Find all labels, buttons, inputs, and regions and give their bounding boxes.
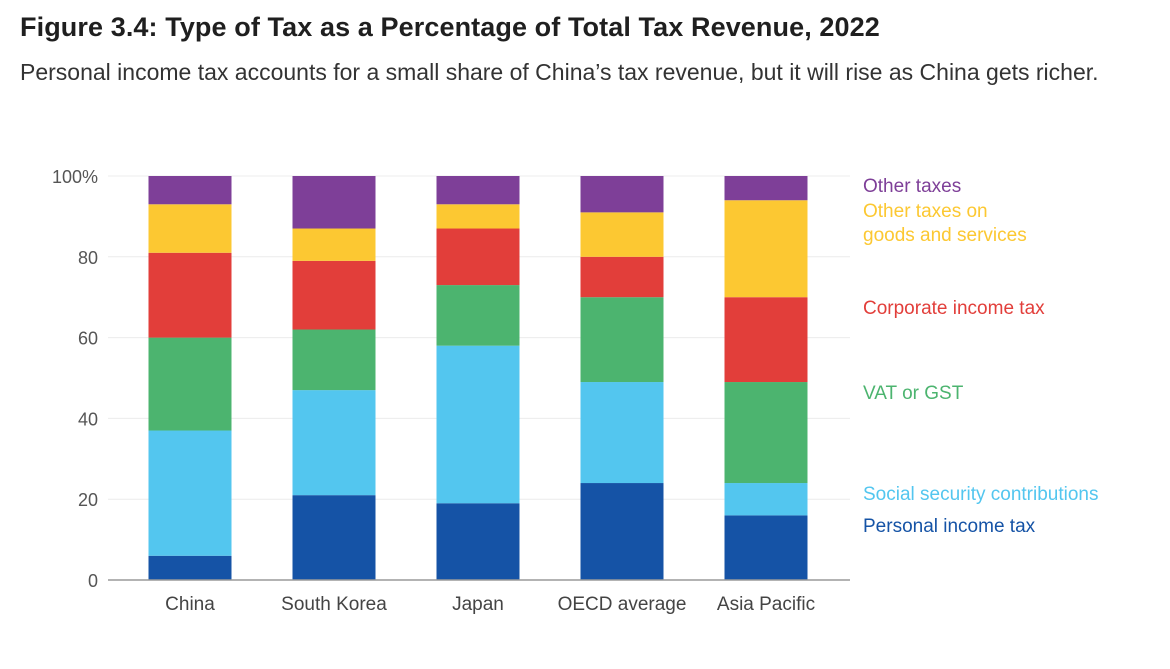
bar-segment-4-5 [724,176,808,201]
bar-segment-3-3 [580,256,664,298]
legend-label-4-1: goods and services [863,225,1027,246]
legend-label-2-0: VAT or GST [863,383,964,404]
y-tick-label-0: 0 [88,571,98,591]
chart-subtitle: Personal income tax accounts for a small… [20,59,1099,85]
bar-segment-0-3 [148,252,232,338]
y-tick-label-40: 40 [78,409,98,429]
bar-segment-3-4 [580,212,664,257]
y-tick-label-60: 60 [78,329,98,349]
bar-segment-2-5 [436,176,520,205]
bar-segment-1-2 [292,329,376,391]
bar-segment-3-2 [580,297,664,383]
bar-segment-3-5 [580,176,664,213]
bar-segment-4-2 [724,382,808,484]
x-category-label-2: Japan [452,594,504,615]
bar-segment-4-4 [724,200,808,298]
bar-segment-2-0 [436,503,520,580]
legend-label-4-0: Other taxes on [863,201,988,222]
legend-label-0-0: Personal income tax [863,516,1036,537]
bar-segment-3-0 [580,483,664,580]
bar-segment-0-5 [148,176,232,205]
y-tick-label-20: 20 [78,490,98,510]
bar-segment-1-0 [292,495,376,580]
bar-segment-4-1 [724,483,808,516]
legend-label-3-0: Corporate income tax [863,298,1045,319]
bar-segment-4-3 [724,297,808,383]
bar-segment-0-0 [148,555,232,580]
bar-segment-1-4 [292,228,376,261]
legend-label-5-0: Other taxes [863,176,961,197]
bar-segment-0-1 [148,430,232,556]
bar-segment-4-0 [724,515,808,580]
bar-segment-2-3 [436,228,520,286]
chart-title: Figure 3.4: Type of Tax as a Percentage … [20,12,880,42]
bar-segment-2-2 [436,285,520,346]
y-tick-label-80: 80 [78,248,98,268]
bar-segment-1-3 [292,260,376,330]
bar-segment-0-2 [148,337,232,431]
bar-segment-1-5 [292,176,376,229]
bar-segment-1-1 [292,390,376,496]
bar-segment-2-4 [436,204,520,229]
x-category-label-4: Asia Pacific [717,594,815,615]
bar-segment-2-1 [436,345,520,504]
x-category-label-0: China [165,594,215,615]
y-tick-label-100: 100% [52,167,98,187]
bar-segment-0-4 [148,204,232,253]
x-category-label-3: OECD average [558,594,687,615]
x-category-label-1: South Korea [281,594,387,615]
legend-label-1-0: Social security contributions [863,484,1099,505]
bar-segment-3-1 [580,382,664,484]
